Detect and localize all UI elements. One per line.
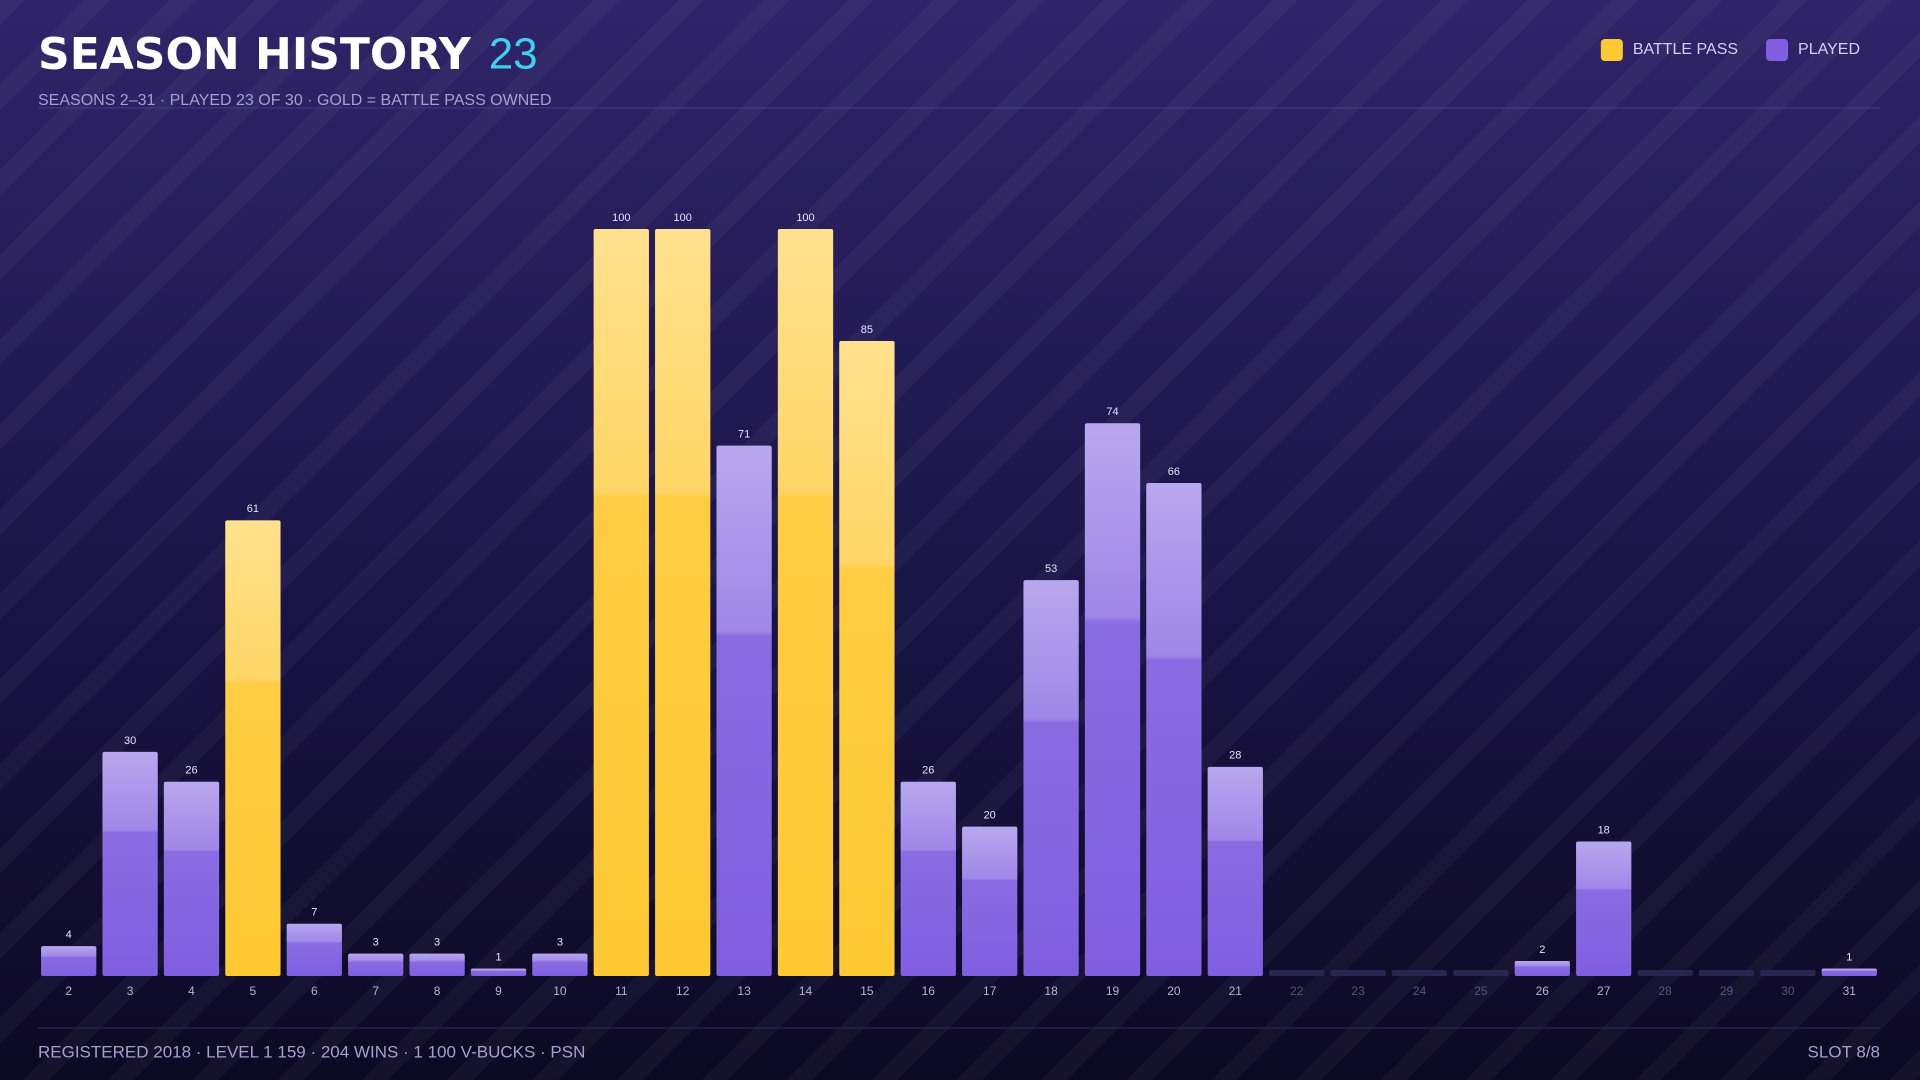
x-tick-label: 6 (311, 984, 318, 998)
x-tick-label: 29 (1720, 984, 1734, 998)
value-label: 26 (922, 765, 934, 777)
bar-shine (1821, 968, 1877, 976)
value-label: 100 (796, 212, 814, 224)
value-label: 7 (311, 907, 317, 919)
subtitle: SEASONS 2–31 · PLAYED 23 OF 30 · GOLD = … (38, 92, 552, 109)
value-label: 100 (612, 212, 630, 224)
x-tick-label: 5 (250, 984, 257, 998)
value-label: 74 (1106, 406, 1118, 418)
x-tick-label: 25 (1474, 984, 1488, 998)
x-tick-label: 12 (676, 984, 690, 998)
x-tick-label: 20 (1167, 984, 1181, 998)
x-tick-label: 21 (1229, 984, 1243, 998)
x-tick-label: 27 (1597, 984, 1611, 998)
bar-shine (962, 826, 1018, 976)
value-label: 100 (674, 212, 692, 224)
empty-slot (1760, 970, 1816, 976)
legend-swatch (1766, 39, 1789, 61)
bar-shine (409, 953, 465, 976)
x-tick-label: 23 (1351, 984, 1365, 998)
bar-shine (1576, 841, 1632, 976)
empty-slot (1637, 970, 1693, 976)
value-label: 3 (557, 936, 563, 948)
x-tick-label: 24 (1413, 984, 1427, 998)
x-tick-label: 7 (372, 984, 379, 998)
bar-shine (286, 923, 342, 976)
value-label: 1 (495, 951, 501, 963)
bar-shine (348, 953, 404, 976)
x-tick-label: 13 (737, 984, 751, 998)
bar-shine (225, 520, 281, 976)
empty-slot (1330, 970, 1386, 976)
value-label: 53 (1045, 563, 1057, 575)
x-tick-label: 9 (495, 984, 502, 998)
x-tick-label: 14 (799, 984, 813, 998)
legend-label: PLAYED (1798, 41, 1860, 58)
value-label: 4 (66, 929, 72, 941)
empty-slot (1391, 970, 1448, 976)
x-tick-label: 31 (1843, 984, 1857, 998)
empty-slot (1453, 970, 1509, 976)
bar-shine (777, 229, 834, 976)
value-label: 61 (247, 503, 259, 515)
chart-title: SEASON HISTORY (38, 29, 472, 80)
bar-shine (470, 968, 527, 976)
value-label: 3 (434, 936, 440, 948)
x-tick-label: 19 (1106, 984, 1120, 998)
bar-shine (102, 751, 158, 976)
bar-shine (1514, 961, 1570, 976)
bar-shine (163, 781, 220, 976)
x-tick-label: 8 (434, 984, 441, 998)
x-tick-label: 15 (860, 984, 874, 998)
bar-shine (1207, 766, 1263, 976)
value-label: 20 (984, 810, 996, 822)
bar-shine (839, 341, 895, 976)
empty-slot (1698, 970, 1755, 976)
x-tick-label: 11 (615, 984, 628, 998)
x-tick-label: 30 (1781, 984, 1795, 998)
footer-slot: SLOT 8/8 (1808, 1042, 1880, 1061)
season-count: 23 (489, 30, 538, 79)
x-tick-label: 10 (553, 984, 567, 998)
x-tick-label: 22 (1290, 984, 1304, 998)
legend-label: BATTLE PASS (1633, 41, 1738, 58)
value-label: 30 (124, 735, 136, 747)
value-label: 1 (1846, 951, 1852, 963)
x-tick-label: 17 (983, 984, 997, 998)
bar-shine (593, 229, 649, 976)
x-tick-label: 3 (127, 984, 134, 998)
bar-shine (532, 953, 588, 976)
value-label: 26 (185, 765, 197, 777)
empty-slot (1269, 970, 1325, 976)
bar-shine (655, 229, 711, 976)
x-tick-label: 18 (1044, 984, 1058, 998)
bar-shine (1084, 423, 1141, 977)
legend-swatch (1600, 39, 1623, 61)
x-tick-label: 4 (188, 984, 195, 998)
bar-shine (41, 946, 97, 976)
bar-shine (1146, 482, 1202, 976)
value-label: 28 (1229, 750, 1241, 762)
x-tick-label: 16 (922, 984, 936, 998)
bar-shine (716, 445, 772, 976)
x-tick-label: 2 (65, 984, 72, 998)
value-label: 85 (861, 324, 873, 336)
x-tick-label: 26 (1536, 984, 1550, 998)
value-label: 66 (1168, 466, 1180, 478)
value-label: 18 (1598, 824, 1610, 836)
bar-shine (1023, 580, 1079, 976)
bar-shine (900, 781, 956, 976)
x-tick-label: 28 (1658, 984, 1672, 998)
value-label: 71 (738, 429, 750, 441)
value-label: 3 (373, 936, 379, 948)
footer-stats: REGISTERED 2018 · LEVEL 1 159 · 204 WINS… (38, 1042, 585, 1061)
value-label: 2 (1539, 944, 1545, 956)
